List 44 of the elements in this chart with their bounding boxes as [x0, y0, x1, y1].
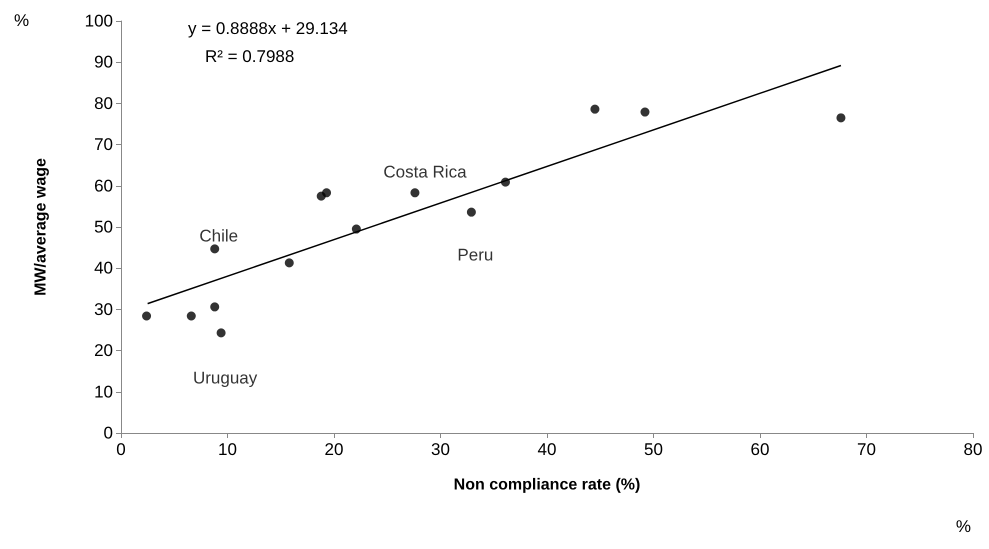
y-tick-label: 100 [84, 12, 113, 30]
y-tick-label: 70 [94, 135, 113, 154]
text: % [14, 11, 30, 30]
y-tick-label: 50 [94, 218, 113, 236]
text: % [956, 517, 972, 536]
point [410, 188, 420, 198]
x-tick-label: 80 [964, 440, 982, 459]
y-axis-title: MW/average wage [32, 158, 50, 296]
point [466, 208, 476, 217]
y-tick-label: 80 [94, 94, 113, 113]
annotation: R² = 0.7988 [205, 47, 294, 66]
point [640, 108, 650, 117]
y-tick-label: 20 [94, 341, 113, 360]
x-tick-label: 0 [116, 440, 126, 459]
annotation: Peru [457, 246, 494, 265]
point [210, 244, 220, 254]
annotation: y = 0.8888x + 29.134 [188, 19, 348, 38]
x-tick-label: 20 [324, 440, 344, 459]
point [216, 328, 226, 338]
point [142, 311, 152, 320]
point [590, 104, 600, 114]
point [500, 178, 510, 187]
x-tick-label: 30 [431, 440, 450, 459]
x-tick-label: 60 [750, 440, 770, 459]
y-tick-label: 30 [94, 300, 113, 319]
annotation: Chile [199, 226, 238, 246]
point [186, 311, 196, 320]
annotation: Costa Rica [383, 162, 468, 182]
y-tick-label: 90 [94, 52, 113, 72]
y-tick-label: 60 [94, 176, 113, 196]
x-tick-label: 40 [538, 440, 556, 459]
x-tick-label: 50 [644, 440, 663, 459]
y-tick-label: 40 [94, 258, 113, 278]
x-tick-label: 70 [857, 440, 876, 459]
point [836, 113, 846, 122]
annotation: Uruguay [192, 368, 258, 388]
point [322, 188, 332, 198]
x-axis-title: Non compliance rate (%) [454, 476, 640, 494]
y-tick-label: 0 [104, 424, 113, 442]
point [210, 302, 220, 312]
y-tick-label: 10 [94, 382, 113, 402]
x-tick-label: 10 [218, 440, 237, 459]
point [352, 224, 361, 234]
point [284, 258, 294, 268]
